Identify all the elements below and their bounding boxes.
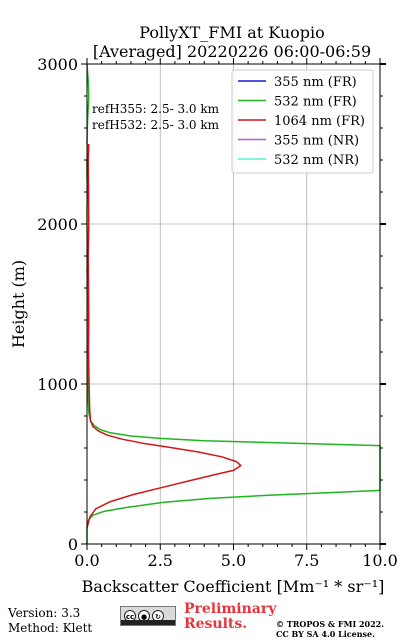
legend-entry-2: 1064 nm (FR) [274,114,365,129]
x-tick-label-2: 5.0 [221,551,246,570]
legend: 355 nm (FR) 532 nm (FR) 1064 nm (FR) 355 nm… [231,69,374,174]
chart-title-line1: PollyXT_FMI at Kuopio [139,23,325,42]
x-tick-label-4: 10.0 [362,551,398,570]
preliminary-line2: Results. [184,616,248,632]
copyright-line1: © TROPOS & FMI 2022. [276,619,385,629]
x-tick-label-3: 7.5 [294,551,319,570]
y-tick-label-1: 1000 [37,375,78,394]
legend-box [231,69,374,174]
chart-title-line2: [Averaged] 20220226 06:00-06:59 [93,42,371,61]
backscatter-chart: PollyXT_FMI at Kuopio [Averaged] 2022022… [9,23,398,596]
legend-entry-0: 355 nm (FR) [274,75,357,90]
x-tick-labels: 0.0 2.5 5.0 7.5 10.0 [74,551,398,570]
preliminary-line1: Preliminary [184,601,277,617]
footer-info: Version: 3.3 Method: Klett [8,606,92,636]
y-tick-label-2: 2000 [37,215,78,234]
x-tick-label-0: 0.0 [74,551,99,570]
y-tick-labels: 0 1000 2000 3000 [37,55,78,554]
reference-height-annotations: refH355: 2.5- 3.0 km refH532: 2.5- 3.0 km [92,102,220,132]
cc-badge-strip [121,620,175,625]
copyright-notice: © TROPOS & FMI 2022. CC BY SA 4.0 Licens… [276,619,384,639]
copyright-line2: CC BY SA 4.0 License. [276,629,375,639]
cc-license-badge: cc ● ↻ [120,606,176,626]
y-tick-label-3: 3000 [37,55,78,74]
legend-entry-3: 355 nm (NR) [274,134,359,149]
preliminary-notice: Preliminary Results. [184,602,276,632]
series-line-2 [86,143,242,529]
annotation-1: refH532: 2.5- 3.0 km [92,118,220,132]
y-tick-label-0: 0 [68,535,78,554]
x-tick-label-1: 2.5 [148,551,173,570]
axis-ticks [81,58,386,550]
version-text: Version: 3.3 [8,606,81,620]
annotation-0: refH355: 2.5- 3.0 km [92,102,220,116]
x-axis-label: Backscatter Coefficient [Mm⁻¹ * sr⁻¹] [82,577,385,596]
legend-entry-1: 532 nm (FR) [274,95,357,110]
y-axis-label: Height (m) [9,260,28,348]
method-text: Method: Klett [8,621,93,635]
legend-entry-4: 532 nm (NR) [274,153,359,168]
